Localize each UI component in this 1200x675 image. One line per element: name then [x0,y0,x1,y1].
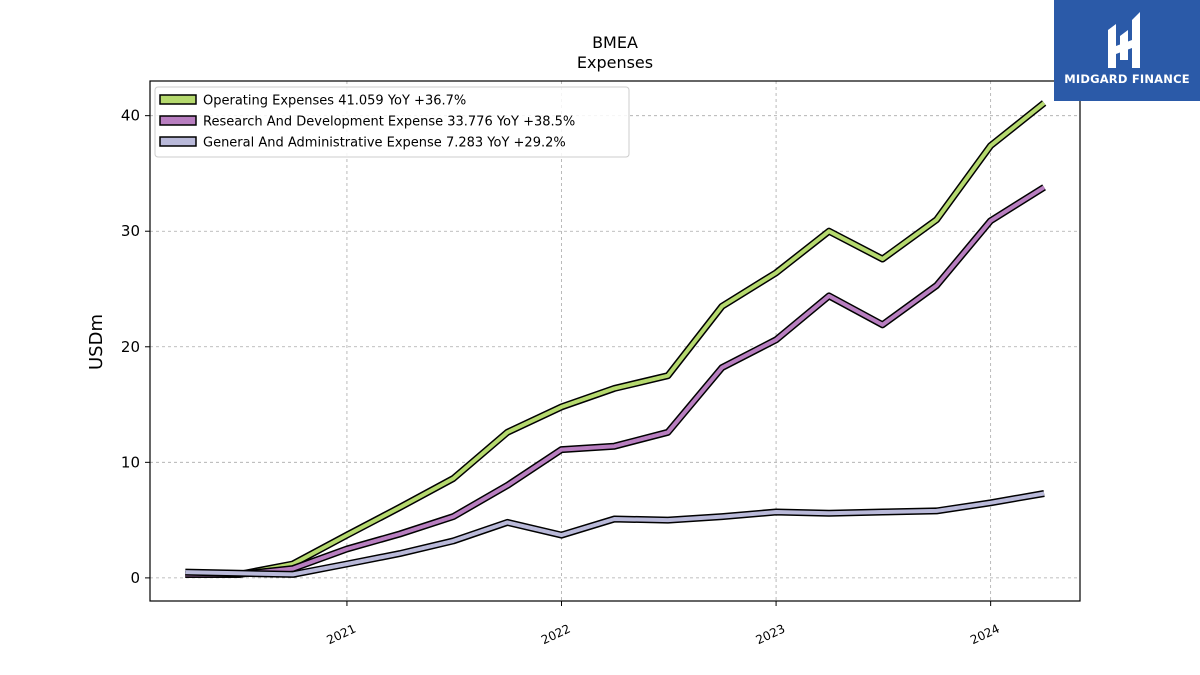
brand-logo: MIDGARD FINANCE [1054,0,1200,101]
x-tick-label: 2022 [539,622,573,648]
series-3 [185,490,1045,578]
series-line-outline [185,100,1047,578]
series-1 [185,100,1047,578]
y-tick-label: 20 [121,338,140,356]
brand-name: MIDGARD FINANCE [1064,72,1190,86]
x-tick-label: 2021 [324,622,358,648]
legend-swatch [159,94,197,105]
midgard-logo-icon [1108,12,1140,68]
y-axis-label: USDm [86,314,107,370]
legend: Operating Expenses 41.059 YoY +36.7% Rese… [154,86,630,158]
grid-lines [150,81,1080,601]
plot-frame [149,80,1081,602]
y-tick-label: 0 [130,569,140,587]
x-tick-label: 2024 [968,622,1002,648]
series-line [185,185,1046,577]
legend-label: Research And Development Expense 33.776 … [203,115,575,130]
x-tick-label: 2023 [754,622,788,648]
legend-swatch [159,115,197,126]
legend-swatch [159,136,197,147]
legend-label: General And Administrative Expense 7.283… [203,136,566,151]
legend-box [154,86,630,158]
legend-label: Operating Expenses 41.059 YoY +36.7% [203,94,466,109]
y-tick-label: 30 [121,222,140,240]
series-layer [185,100,1047,578]
y-tick-label: 40 [121,107,140,125]
y-tick-label: 10 [121,453,140,471]
chart-subtitle: Expenses [577,53,653,72]
series-line [185,491,1045,577]
series-line [185,101,1046,577]
chart-title: BMEA [592,33,638,52]
series-2 [185,184,1046,578]
